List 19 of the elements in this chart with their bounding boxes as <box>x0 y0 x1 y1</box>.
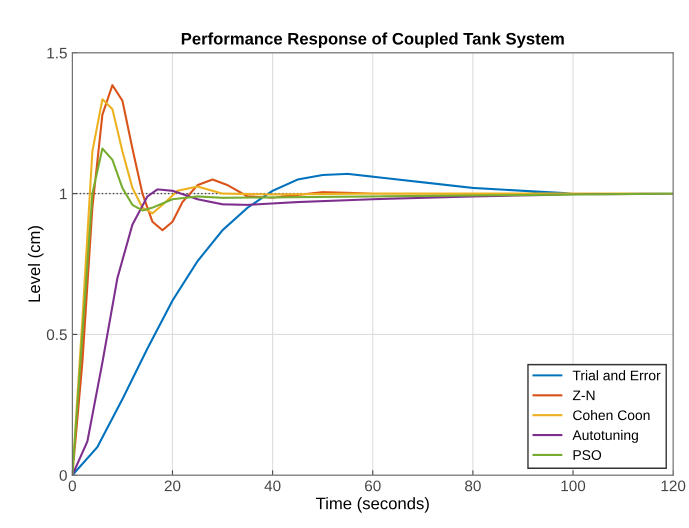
x-tick-label: 0 <box>68 480 76 492</box>
x-tick-label: 100 <box>561 480 586 492</box>
legend-label: PSO <box>574 450 602 460</box>
x-axis-title: Time (seconds) <box>316 497 429 513</box>
y-tick-label: 0.5 <box>46 329 67 340</box>
y-axis-title: Level (cm) <box>28 226 44 302</box>
legend-label: Cohen Coon <box>573 410 650 420</box>
x-tick-label: 80 <box>465 480 481 492</box>
legend-label: Z-N <box>572 390 594 400</box>
y-tick-label: 1.5 <box>47 48 67 58</box>
y-tick-label: 0 <box>60 470 67 481</box>
x-tick-label: 60 <box>365 480 381 492</box>
legend-label: Trial and Error <box>572 370 660 380</box>
x-tick-label: 20 <box>164 480 180 492</box>
x-tick-label: 40 <box>264 480 281 492</box>
y-tick-label: 1 <box>60 188 67 200</box>
x-tick-label: 120 <box>662 480 686 492</box>
legend-label: Autotuning <box>572 430 638 443</box>
chart-title: Performance Response of Coupled Tank System <box>182 32 564 48</box>
